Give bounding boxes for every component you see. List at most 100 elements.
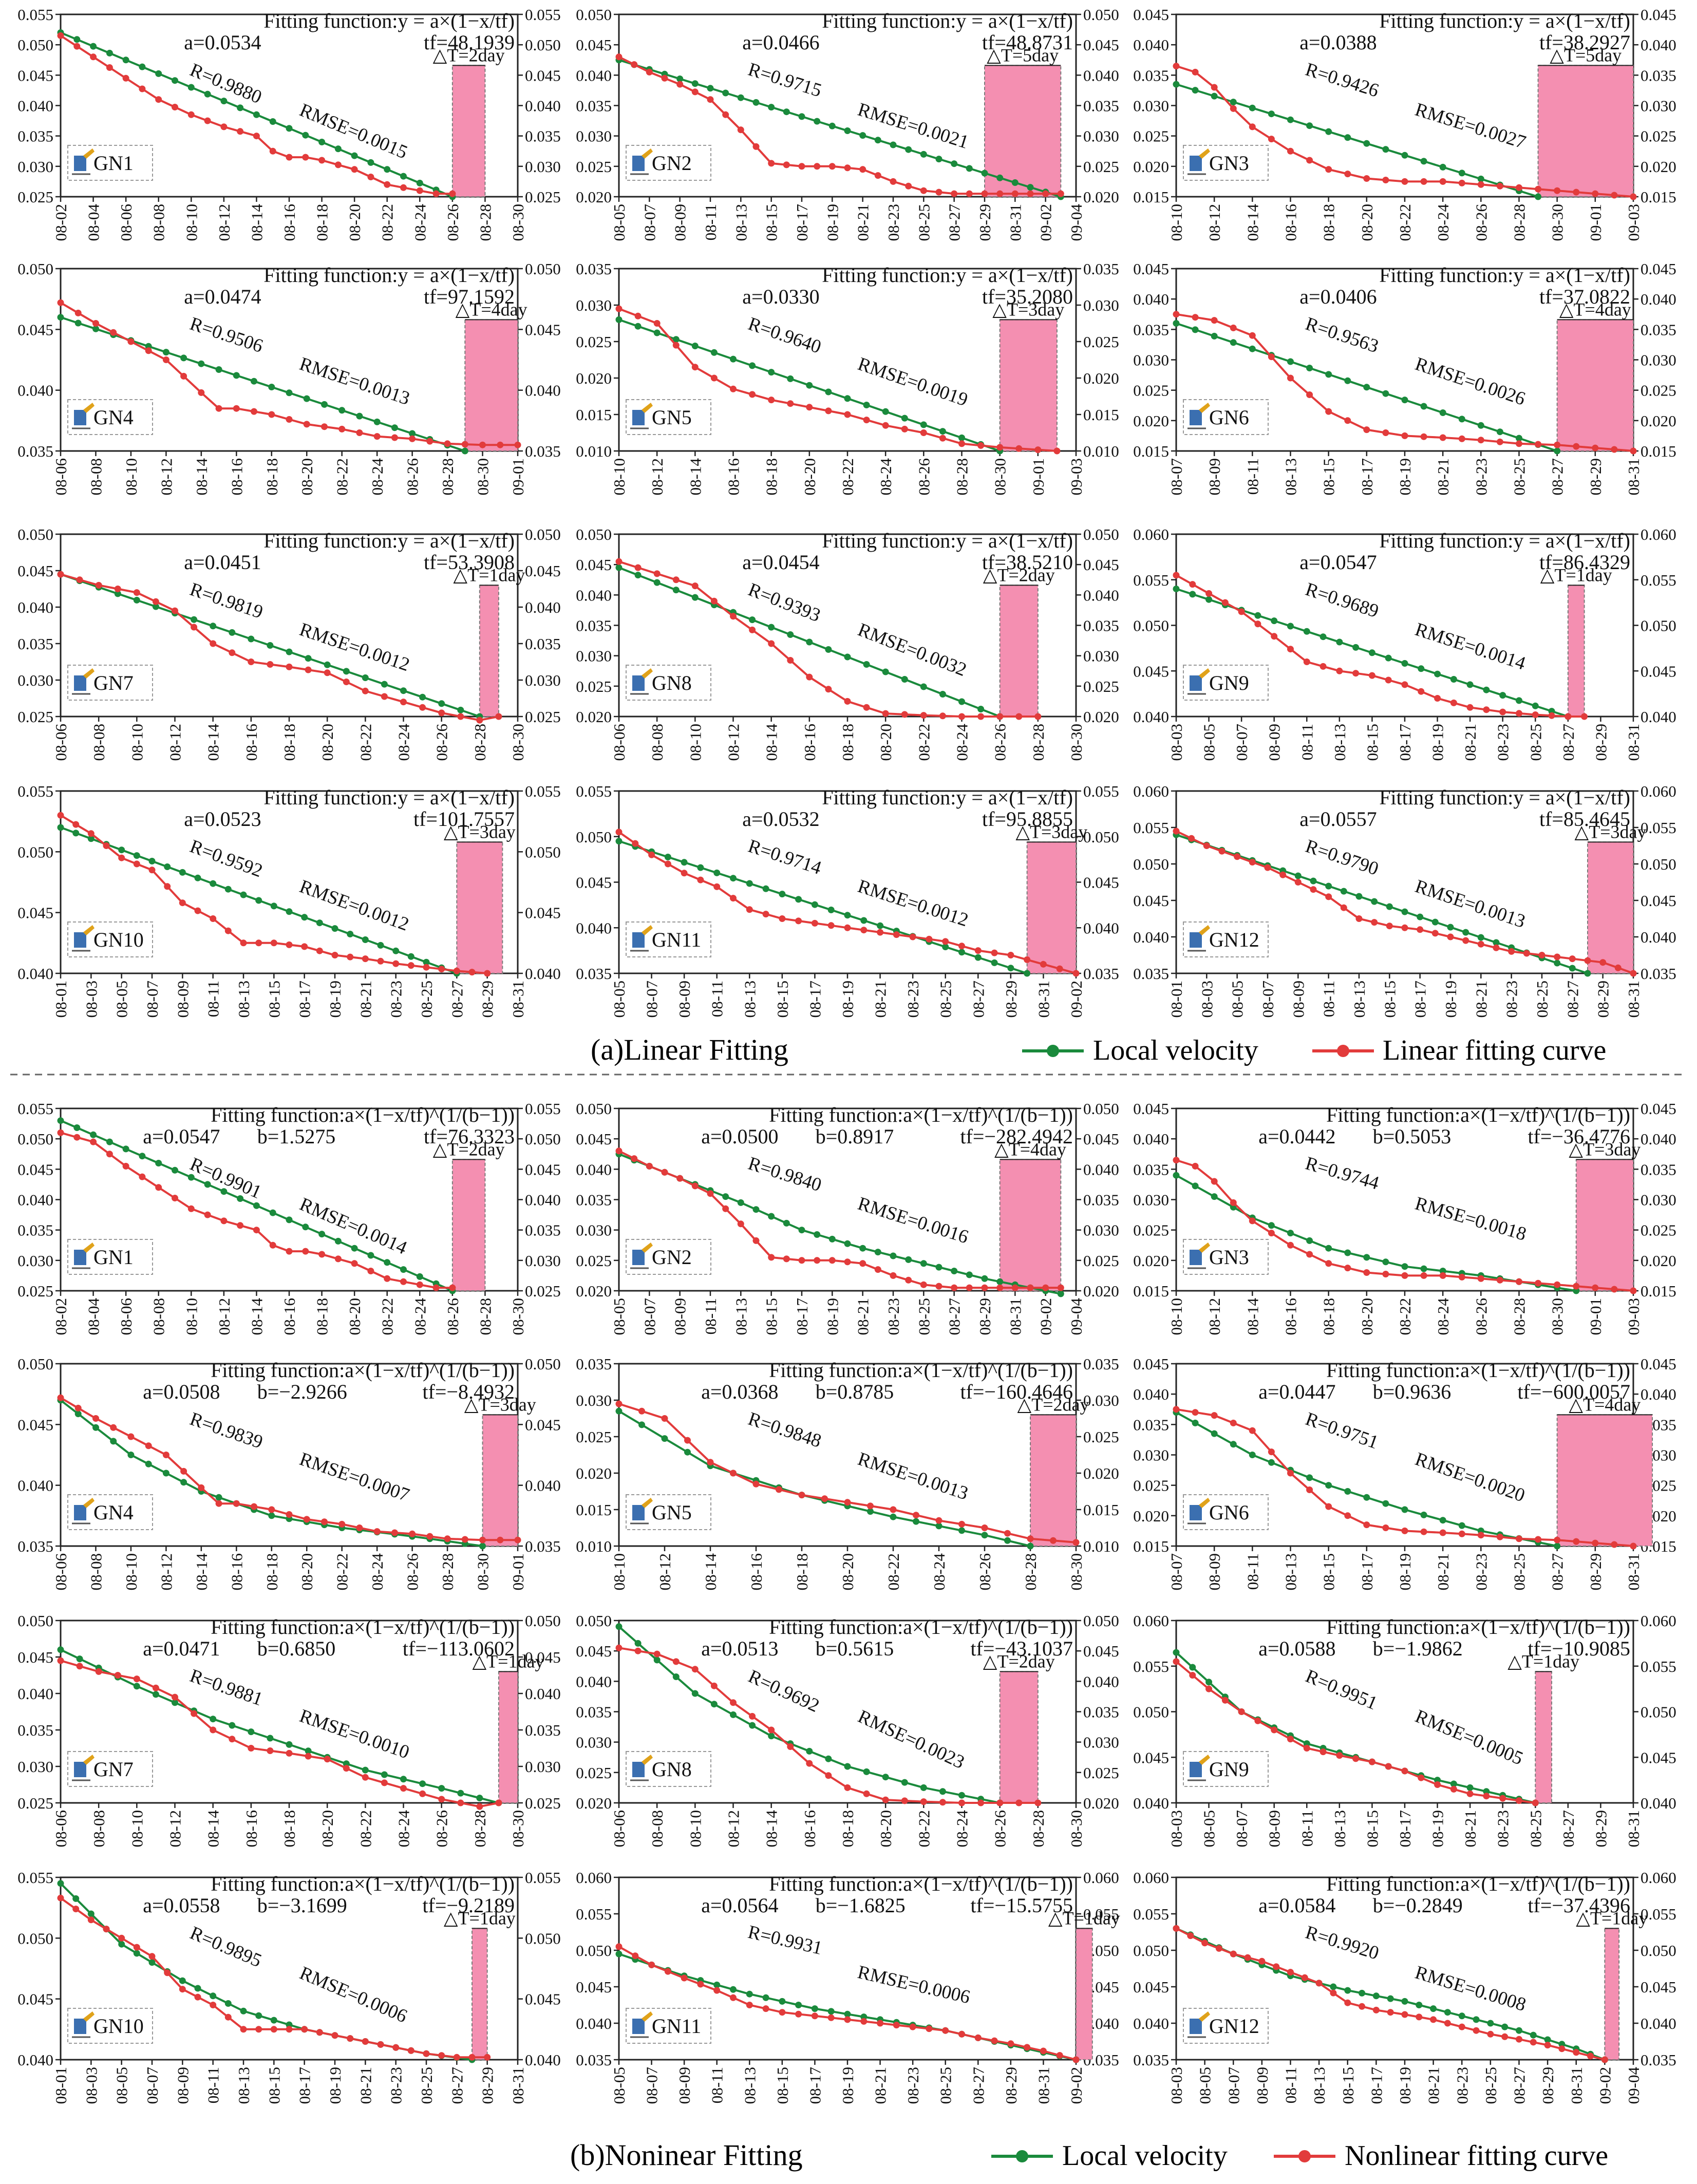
param-tf: tf=48.1939 bbox=[424, 31, 515, 54]
local-velocity-point bbox=[939, 1788, 946, 1795]
station-label: GN4 bbox=[93, 1501, 134, 1524]
fitting-curve-point bbox=[351, 1260, 358, 1267]
fitting-curve-point bbox=[301, 2026, 308, 2033]
delta-t-label: △T=3day bbox=[992, 299, 1064, 319]
local-velocity-point bbox=[338, 407, 346, 414]
fitting-curve-point bbox=[1011, 1284, 1019, 1291]
fitting-function-label: Fitting function:y = a×(1−x/tf) bbox=[822, 529, 1073, 552]
fitting-curve-point bbox=[416, 1281, 423, 1288]
local-velocity-point bbox=[87, 835, 95, 842]
y-tick-label-left: 0.040 bbox=[1133, 2014, 1169, 2032]
section-a-legend-marker-local bbox=[1047, 1045, 1059, 1057]
x-tick-label: 08-05 bbox=[610, 1298, 628, 1335]
y-tick-label-right: 0.030 bbox=[525, 158, 561, 176]
x-tick-label: 08-21 bbox=[356, 981, 374, 1018]
x-tick-label: 08-15 bbox=[265, 981, 283, 1018]
fitting-curve-point bbox=[1271, 1726, 1278, 1734]
local-velocity-point bbox=[783, 108, 790, 116]
x-tick-label: 08-19 bbox=[1396, 2067, 1414, 2104]
y-tick-label-left: 0.040 bbox=[576, 1160, 612, 1178]
local-velocity-point bbox=[1584, 970, 1591, 977]
gn-station-icon-body bbox=[74, 410, 86, 425]
x-tick-label: 08-06 bbox=[117, 204, 135, 241]
fitting-curve-point bbox=[1458, 435, 1465, 442]
local-velocity-point bbox=[730, 1986, 737, 1993]
param-a: a=0.0547 bbox=[143, 1125, 220, 1148]
fitting-curve-point bbox=[57, 1657, 64, 1664]
rmse-label: RMSE=0.0014 bbox=[1412, 619, 1528, 674]
x-tick-label: 08-29 bbox=[1587, 1553, 1605, 1590]
x-tick-label: 08-18 bbox=[763, 458, 781, 495]
fitting-curve-point bbox=[661, 74, 668, 82]
x-tick-label: 08-28 bbox=[1511, 204, 1529, 241]
x-tick-label: 08-17 bbox=[1396, 1810, 1414, 1847]
local-velocity-point bbox=[362, 674, 369, 681]
x-tick-label: 08-14 bbox=[1243, 204, 1261, 241]
y-tick-label-right: 0.050 bbox=[1083, 6, 1119, 24]
x-tick-label: 08-18 bbox=[1320, 1298, 1338, 1335]
x-tick-label: 09-03 bbox=[1067, 458, 1085, 495]
fitting-curve-point bbox=[1466, 1790, 1474, 1797]
y-tick-label-left: 0.035 bbox=[1133, 1160, 1169, 1178]
local-velocity-point bbox=[1458, 1522, 1465, 1529]
x-tick-label: 08-07 bbox=[1233, 724, 1251, 761]
fitting-curve-point bbox=[362, 2038, 369, 2045]
fitting-curve-point bbox=[1211, 317, 1218, 324]
y-tick-label-left: 0.055 bbox=[1133, 819, 1169, 837]
x-tick-label: 08-03 bbox=[82, 981, 100, 1018]
fitting-curve-point bbox=[874, 172, 881, 179]
y-tick-label-left: 0.050 bbox=[17, 525, 53, 543]
local-velocity-point bbox=[653, 329, 661, 336]
y-tick-label-right: 0.030 bbox=[525, 1758, 561, 1776]
y-tick-label-right: 0.035 bbox=[1641, 1160, 1676, 1178]
x-tick-label: 08-01 bbox=[52, 2067, 70, 2104]
fitting-function-label: Fitting function:y = a×(1−x/tf) bbox=[1379, 529, 1630, 552]
fitting-curve-point bbox=[1592, 444, 1599, 451]
x-tick-label: 08-14 bbox=[248, 204, 266, 241]
local-velocity-point bbox=[958, 1527, 965, 1534]
fitting-curve-point bbox=[1363, 1269, 1370, 1276]
param-tf: tf=−37.4396 bbox=[1528, 1894, 1630, 1917]
fitting-curve-point bbox=[1592, 1539, 1599, 1547]
fitting-curve-point bbox=[95, 1668, 102, 1675]
y-tick-label-right: 0.050 bbox=[525, 260, 561, 278]
local-velocity-point bbox=[859, 1245, 866, 1252]
fitting-curve-point bbox=[438, 2052, 445, 2059]
local-velocity-point bbox=[237, 1195, 244, 1202]
fitting-curve-point bbox=[882, 1796, 889, 1803]
x-tick-label: 08-06 bbox=[52, 724, 70, 761]
y-tick-label-right: 0.040 bbox=[525, 2051, 561, 2069]
fitting-curve-point bbox=[1249, 859, 1256, 865]
y-tick-label-left: 0.040 bbox=[1133, 1794, 1169, 1812]
y-tick-label-left: 0.045 bbox=[17, 1416, 53, 1434]
y-tick-label-right: 0.040 bbox=[525, 598, 561, 616]
local-velocity-point bbox=[224, 886, 232, 893]
fitting-curve-point bbox=[1581, 713, 1588, 720]
local-velocity-point bbox=[334, 1237, 342, 1245]
x-tick-label: 08-10 bbox=[122, 1553, 140, 1590]
y-tick-label-right: 0.050 bbox=[525, 1130, 561, 1148]
r-label: R=0.9506 bbox=[187, 313, 266, 357]
local-velocity-point bbox=[768, 1213, 775, 1220]
x-tick-label: 08-30 bbox=[474, 458, 492, 495]
x-tick-label: 08-15 bbox=[774, 981, 791, 1018]
param-tf: tf=37.0822 bbox=[1539, 285, 1630, 308]
y-tick-label-right: 0.030 bbox=[1083, 127, 1119, 145]
y-tick-label-left: 0.040 bbox=[576, 919, 612, 937]
local-velocity-point bbox=[267, 642, 274, 649]
y-tick-label-right: 0.025 bbox=[1641, 127, 1676, 145]
gn-station-icon-antenna bbox=[642, 1242, 653, 1253]
local-velocity-point bbox=[1205, 596, 1213, 603]
fitting-curve-point bbox=[110, 329, 117, 336]
x-tick-label: 08-07 bbox=[143, 981, 161, 1018]
x-tick-label: 08-08 bbox=[648, 1810, 666, 1847]
x-tick-label: 08-09 bbox=[174, 2067, 192, 2104]
local-velocity-point bbox=[220, 1188, 228, 1195]
gn-station-icon-body bbox=[632, 675, 645, 691]
station-label: GN9 bbox=[1209, 671, 1249, 694]
y-tick-label-left: 0.045 bbox=[576, 1130, 612, 1148]
local-velocity-point bbox=[737, 1199, 744, 1206]
